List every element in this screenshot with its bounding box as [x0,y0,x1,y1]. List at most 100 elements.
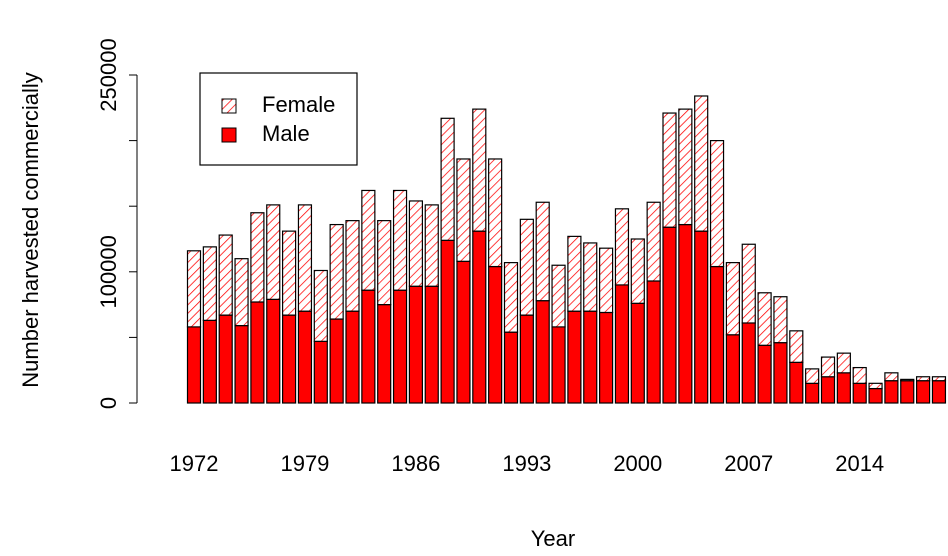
bar-segment [915,376,931,382]
bar-segment [614,208,630,286]
bar-segment [519,314,534,404]
bar-segment [313,340,328,404]
x-tick-label: 1986 [391,451,440,476]
bar-segment [598,311,614,404]
bar-segment [424,204,439,287]
bar-segment [488,265,503,404]
bar-segment [725,334,741,404]
bar-segment [852,382,867,404]
bar-segment [598,247,614,314]
bar-segment [297,310,313,404]
bar-segment [789,330,804,363]
bar-segment [202,319,217,404]
bar-segment [678,223,693,404]
bar-segment [456,260,471,404]
bar-segment [329,223,344,320]
bar-segment [868,382,883,390]
bar-segment [630,238,645,304]
bar-segment [377,304,392,404]
bar-segment [186,250,202,328]
bar-segment [805,382,820,404]
bar-segment [329,318,344,404]
x-tick-label: 2000 [613,451,662,476]
legend-label: Female [262,92,335,117]
bar-segment [678,108,693,226]
bar-segment [551,264,566,328]
bar-segment [361,189,376,291]
bar-segment [424,285,439,404]
bar-segment [266,204,281,300]
bar-segment [884,372,899,382]
bar-segment [741,322,756,404]
y-tick-label: 250000 [96,38,121,111]
x-tick-label: 1993 [502,451,551,476]
bar-segment [282,314,297,404]
bar-segment [741,243,756,324]
bar-segment [836,372,851,404]
bar-segment [297,204,313,312]
bar-segment [662,226,677,404]
bar-segment [519,218,534,316]
bar-segment [503,331,519,404]
bar-segment [202,246,217,321]
bar-segment [709,140,725,268]
x-tick-label: 2014 [835,451,884,476]
bar-segment [646,280,661,404]
bar-segment [868,387,883,404]
bar-segment [440,239,455,404]
x-tick-label: 1979 [280,451,329,476]
y-tick-label: 100000 [96,235,121,308]
bar-segment [361,289,376,404]
x-tick-label: 1972 [170,451,219,476]
bar-segment [266,298,281,404]
bar-segment [852,366,867,384]
bar-segment [789,361,804,404]
bar-segment [488,158,503,268]
bar-segment [757,344,772,404]
bar-segment [820,376,836,404]
bar-segment [900,380,915,404]
bar-segment [503,262,519,333]
bar-segment [694,230,709,404]
bar-segment [440,117,455,241]
bar-segment [551,326,566,404]
bar-segment [931,380,947,404]
bar-segment [456,158,471,262]
bar-segment [535,300,550,404]
bar-segment [757,292,772,346]
bar-segment [345,220,360,312]
bar-segment [535,201,550,302]
bar-segment [472,108,487,232]
bar-segment [583,242,598,312]
bar-segment [662,112,677,228]
y-axis-title: Number harvested commercially [18,72,43,387]
bar-segment [234,258,249,327]
bar-segment [186,326,202,404]
legend-label: Male [262,121,310,146]
bar-segment [282,230,297,316]
bar-segment [567,310,582,404]
bar-segment [218,234,233,316]
bar-segment [250,212,265,303]
bar-segment [313,269,328,342]
bar-segment [377,220,392,306]
bar-segment [900,378,915,382]
bar-segment [408,285,423,404]
bar-segment [408,200,423,287]
bar-segment [567,235,582,312]
y-tick-label: 0 [96,397,121,409]
bar-segment [218,314,233,404]
bar-segment [630,302,645,404]
bar-segment [646,201,661,282]
bar-segment [709,265,725,404]
bar-segment [614,284,630,404]
bar-segment [234,324,249,404]
x-axis-title: Year [531,526,575,551]
bar-segment [836,352,851,374]
bar-segment [805,368,820,384]
legend-swatch [221,98,237,114]
bar-segment [694,95,709,232]
bar-segment [392,189,408,291]
bar-segment [345,310,360,404]
bar-segment [725,262,741,336]
